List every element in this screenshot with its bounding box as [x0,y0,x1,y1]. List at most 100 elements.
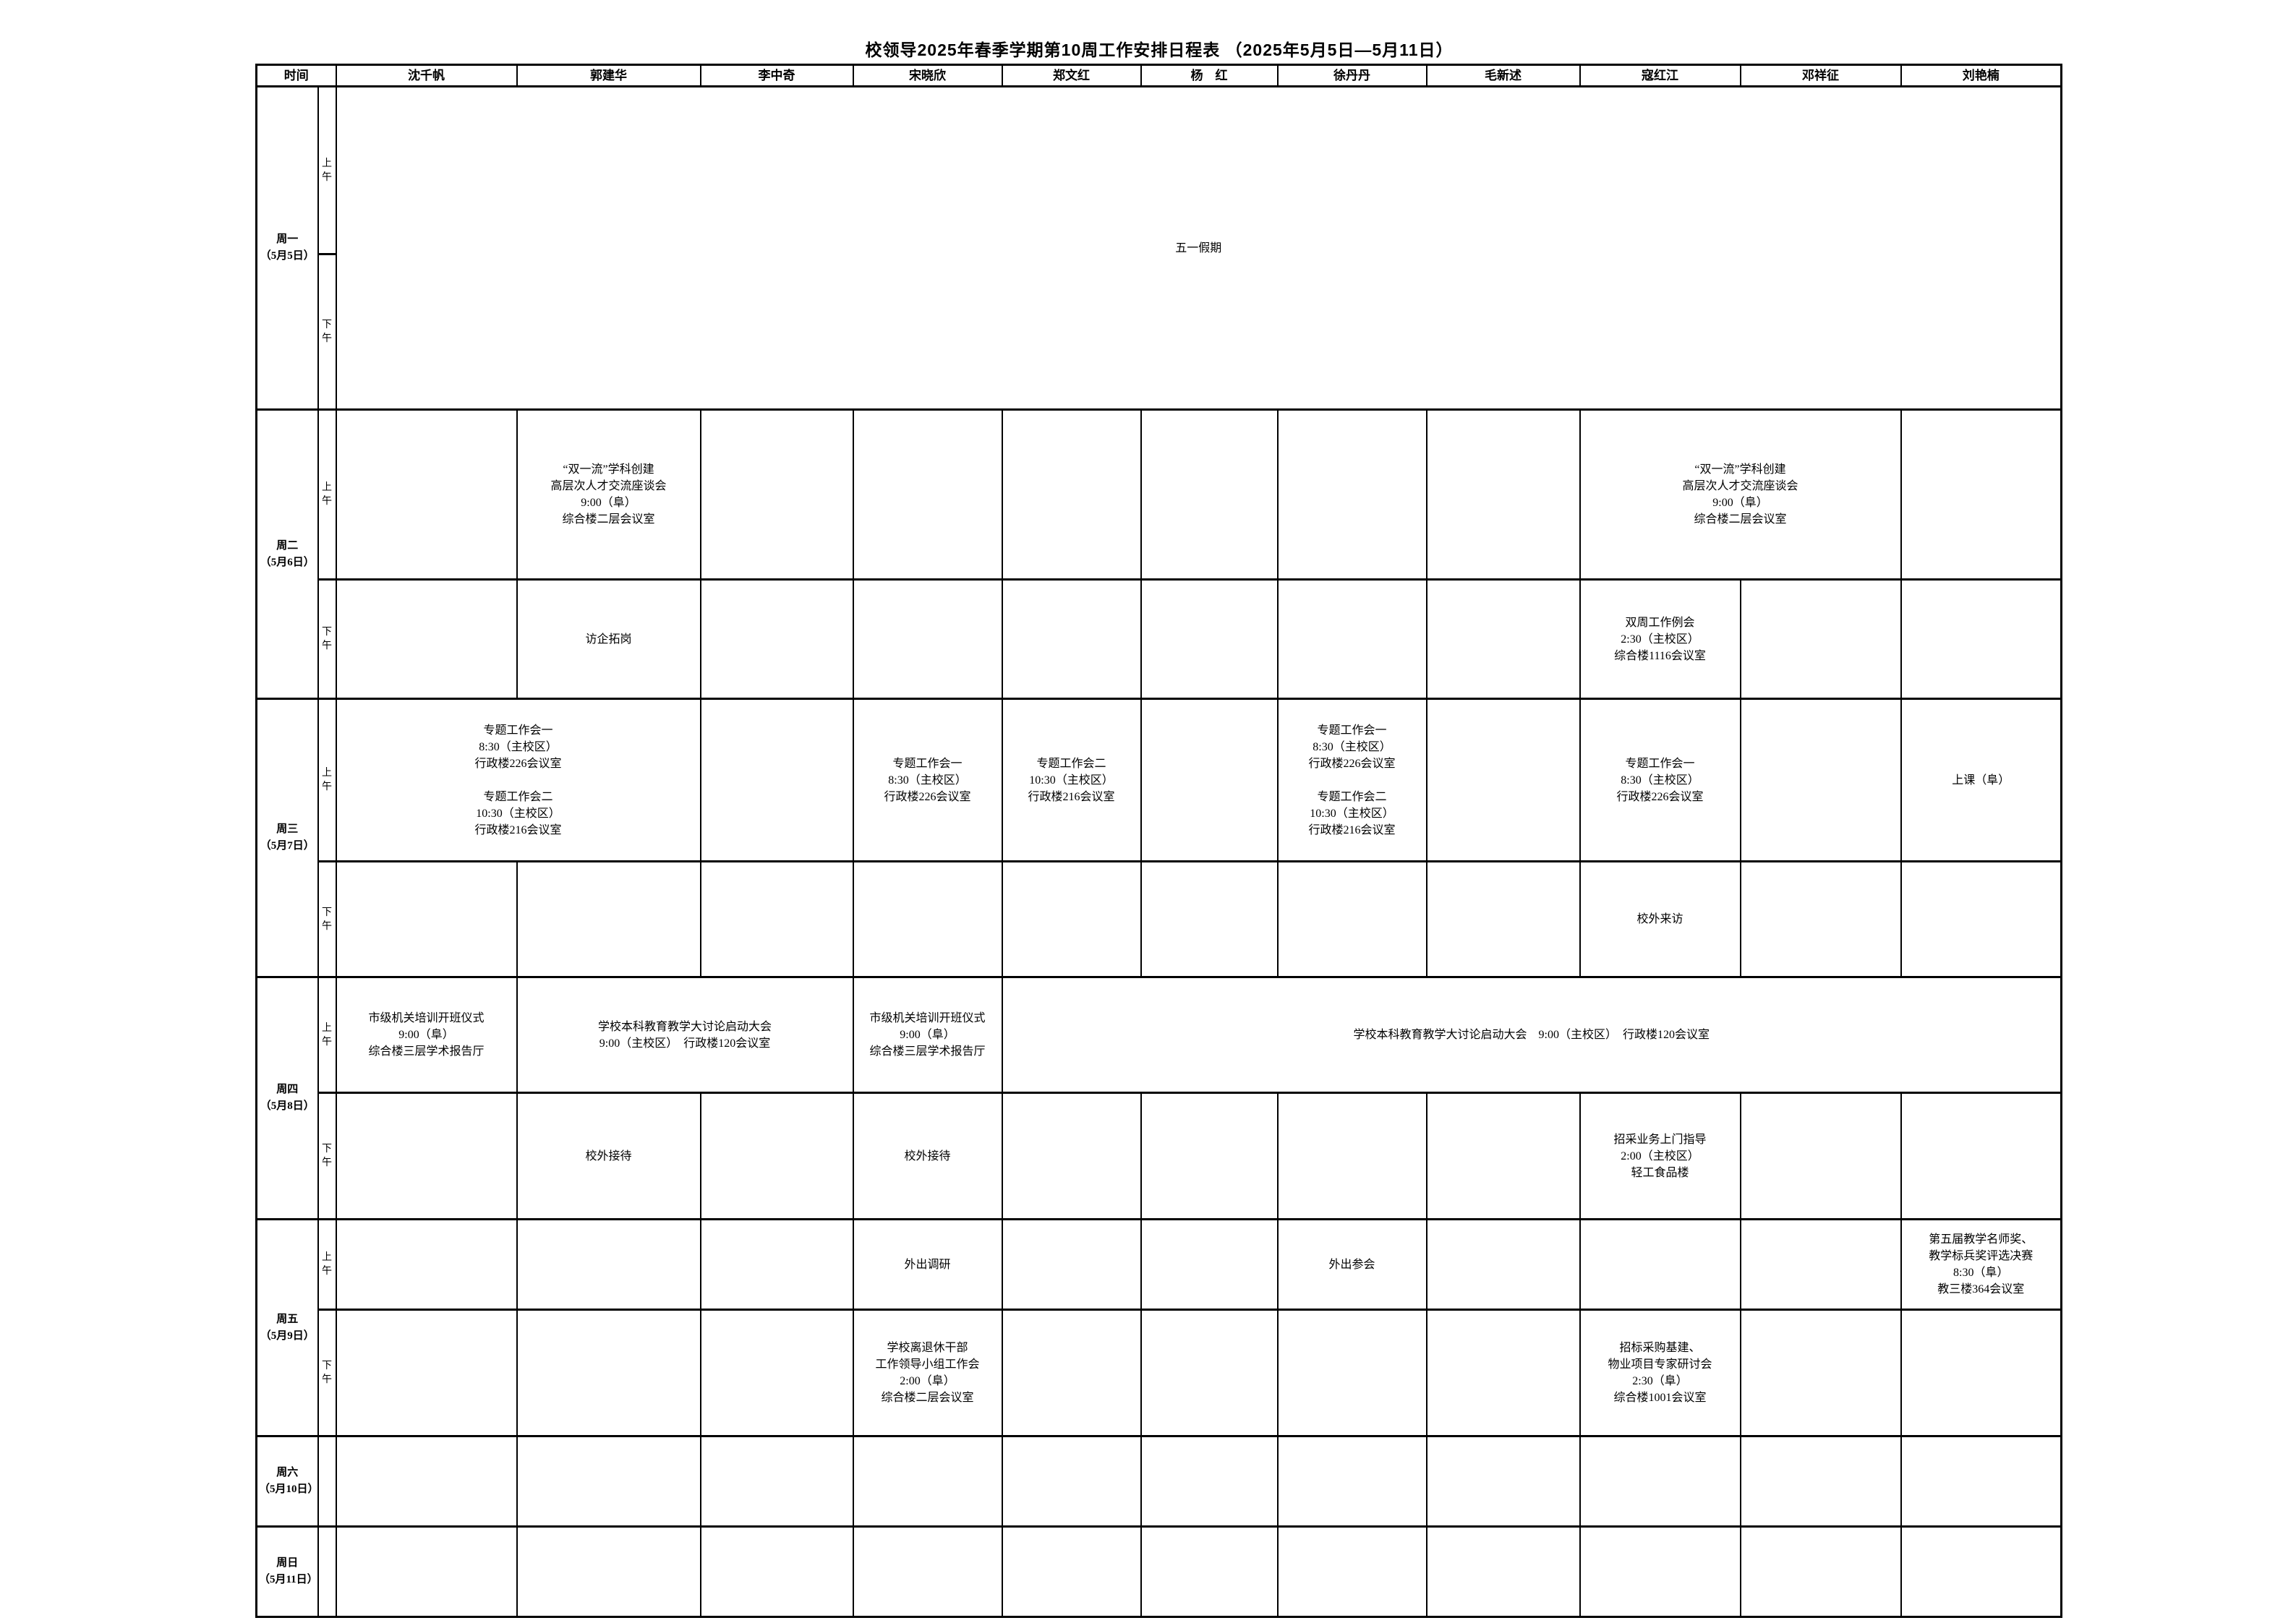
schedule-cell-empty [1739,698,1902,862]
schedule-cell-empty [699,1309,854,1437]
schedule-cell: 第五届教学名师奖、 教学标兵奖评选决赛 8:30（阜） 教三楼364会议室 [1900,1218,2062,1311]
schedule-cell: 校外接待 [516,1092,701,1220]
schedule-cell-empty [1001,1525,1142,1618]
day-row-pm: 下午 学校离退休干部 工作领导小组工作会 2:00（阜） 综合楼二层会议室 招标采购基建、… [257,1309,2062,1437]
day-name: 周五 [276,1313,299,1325]
day-name: 周四 [276,1084,299,1095]
schedule-cell: 五一假期 [335,85,2062,411]
day-name: 周二 [276,539,299,552]
schedule-cell-empty [699,1435,854,1528]
day-name: 周一 [276,234,299,245]
schedule-cell: 招采业务上门指导 2:00（主校区） 轻工食品楼 [1579,1092,1741,1220]
schedule-cell: 学校离退休干部 工作领导小组工作会 2:00（阜） 综合楼二层会议室 [852,1309,1003,1437]
schedule-cell: 外出参会 [1276,1218,1427,1311]
schedule-cell: 访企拓岗 [516,578,701,700]
day-cell: 周一 （5月5日） [255,85,319,411]
schedule-cell-empty [1425,1435,1581,1528]
column-header-name: 李中奇 [699,64,854,87]
schedule-cell-empty [1425,860,1581,978]
schedule-cell-empty [1140,578,1279,700]
schedule-cell-empty [335,408,518,581]
day-row-pm: 下午 [257,253,2062,411]
schedule-cell-empty [1739,1309,1902,1437]
schedule-cell-empty [852,578,1003,700]
schedule-cell-empty [1900,578,2062,700]
period-label-am: 上午 [317,698,337,862]
column-header-name: 刘艳楠 [1900,64,2062,87]
schedule-cell: 专题工作会一 8:30（主校区） 行政楼226会议室 [852,698,1003,862]
schedule-cell-empty [1140,698,1279,862]
day-name: 周六 [276,1467,299,1478]
column-header-name: 郑文红 [1001,64,1142,87]
schedule-cell-empty [335,1435,518,1528]
schedule-cell-empty [516,1525,701,1618]
schedule-cell-empty [852,1525,1003,1618]
schedule-cell: 专题工作会一 8:30（主校区） 行政楼226会议室 [1579,698,1741,862]
period-label-pm: 下午 [317,860,337,978]
schedule-cell: 外出调研 [852,1218,1003,1311]
schedule-cell-empty [852,1435,1003,1528]
period-label-pm: 下午 [317,578,337,700]
schedule-cell-empty [335,860,518,978]
schedule-cell-empty [1425,1309,1581,1437]
schedule-cell-empty [1001,578,1142,700]
schedule-cell: 双周工作例会 2:30（主校区） 综合楼1116会议室 [1579,578,1741,700]
schedule-cell-empty [1425,1525,1581,1618]
column-header-name: 沈千帆 [335,64,518,87]
day-date: （5月9日） [260,1329,315,1342]
column-header-name: 毛新述 [1425,64,1581,87]
day-cell: 周六 （5月10日） [255,1435,319,1528]
schedule-cell-empty [1739,1435,1902,1528]
schedule-cell: 校外接待 [852,1092,1003,1220]
schedule-cell-empty [1900,1435,2062,1528]
schedule-cell-empty [1739,1092,1902,1220]
schedule-cell-empty [335,578,518,700]
schedule-cell-empty [1140,408,1279,581]
schedule-cell-empty [335,1309,518,1437]
schedule-cell-empty [1739,578,1902,700]
schedule-cell-empty [1276,1525,1427,1618]
day-cell: 周五 （5月9日） [255,1218,319,1437]
day-cell: 周三 （5月7日） [255,698,319,978]
day-date: （5月11日） [259,1574,318,1585]
column-header-time: 时间 [255,64,337,87]
schedule-table-container: 时间 沈千帆 郭建华 李中奇 宋晓欣 郑文红杨 红徐丹丹 毛新述 寇红江 邓祥征 刘艳楠 周一 （5月… [255,64,2062,1618]
schedule-cell: 专题工作会一 8:30（主校区） 行政楼226会议室 专题工作会二 10:30（主校区）… [1276,698,1427,862]
schedule-cell-empty [699,1218,854,1311]
schedule-cell-empty [699,1525,854,1618]
schedule-cell-empty [699,698,854,862]
page-title: 校领导2025年春季学期第10周工作安排日程表 （2025年5月5日—5月11日… [865,40,1454,59]
schedule-cell-empty [1900,1309,2062,1437]
schedule-cell: 市级机关培训开班仪式 9:00（阜） 综合楼三层学术报告厅 [852,976,1003,1094]
schedule-cell: 专题工作会二 10:30（主校区） 行政楼216会议室 [1001,698,1142,862]
day-row: 周六 （5月10日） [255,1435,2062,1528]
schedule-cell-empty [1276,1309,1427,1437]
header-row: 时间 沈千帆 郭建华 李中奇 宋晓欣 郑文红杨 红徐丹丹 毛新述 寇红江 邓祥征 刘艳楠 [255,64,2062,87]
day-row-pm: 下午 访企拓岗 双周工作例会 2:30（主校区） 综合楼1116会议室 [257,578,2062,700]
schedule-cell-empty [1001,1218,1142,1311]
schedule-cell-empty [1425,1218,1581,1311]
schedule-cell-empty [1001,1435,1142,1528]
day-row-am: 周一 （5月5日）上午五一假期 [255,85,2062,411]
schedule-cell: 上课（阜） [1900,698,2062,862]
day-row-pm: 下午 校外接待 校外接待 招采业务上门指导 2:00（主校区） 轻工食品楼 [257,1092,2062,1220]
column-header-name: 徐丹丹 [1276,64,1427,87]
schedule-cell-empty [699,860,854,978]
schedule-cell-empty [516,860,701,978]
day-date: （5月6日） [260,556,315,568]
schedule-cell-empty [852,408,1003,581]
schedule-cell-empty [699,1092,854,1220]
schedule-cell-empty [1579,1435,1741,1528]
schedule-cell-empty [699,408,854,581]
schedule-cell-empty [335,1092,518,1220]
schedule-cell-empty [1900,1092,2062,1220]
schedule-cell-empty [1001,1092,1142,1220]
schedule-cell-empty [1140,1218,1279,1311]
schedule-cell: 专题工作会一 8:30（主校区） 行政楼226会议室 专题工作会二 10:30（主校区）… [335,698,701,862]
schedule-cell-empty [1739,860,1902,978]
period-label-pm: 下午 [317,1309,337,1437]
schedule-cell-empty [335,1525,518,1618]
day-row-am: 周四 （5月8日）上午市级机关培训开班仪式 9:00（阜） 综合楼三层学术报告厅 学校本… [255,976,2062,1220]
schedule-cell: “双一流”学科创建 高层次人才交流座谈会 9:00（阜） 综合楼二层会议室 [1579,408,1902,581]
schedule-cell-empty [1425,578,1581,700]
